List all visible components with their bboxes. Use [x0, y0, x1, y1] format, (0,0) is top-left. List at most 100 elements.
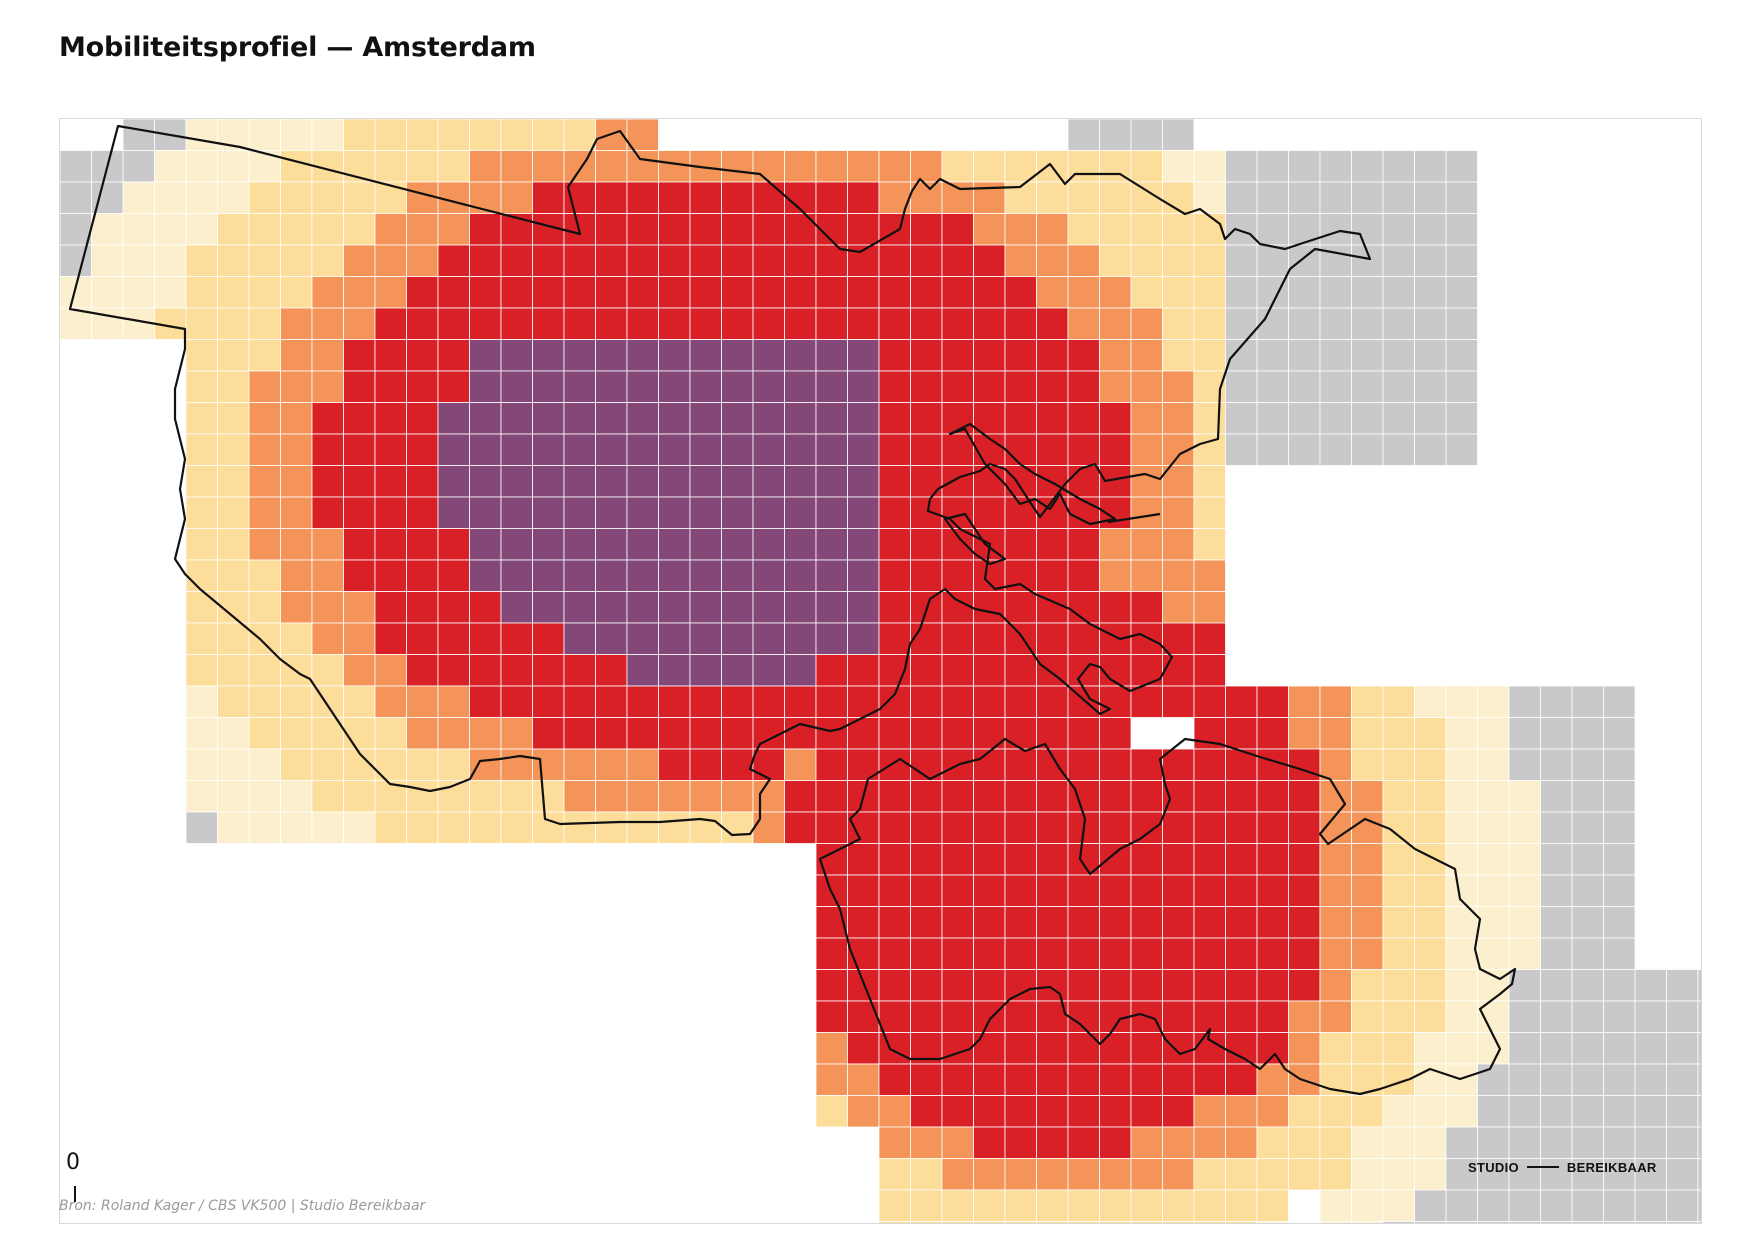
- grid-cell-red: [910, 213, 943, 246]
- grid-cell-orange: [1067, 244, 1100, 277]
- grid-cell-grey: [1414, 370, 1447, 403]
- grid-cell-red: [469, 244, 502, 277]
- grid-cell-grey: [1382, 339, 1415, 372]
- grid-cell-red: [910, 528, 943, 561]
- grid-cell-orange: [1256, 1095, 1289, 1128]
- map-frame[interactable]: [59, 118, 1702, 1224]
- grid-cell-purple: [595, 402, 628, 435]
- grid-cell-red: [878, 654, 911, 687]
- grid-cell-purple: [847, 370, 880, 403]
- grid-cell-very-light: [1351, 1189, 1384, 1222]
- grid-cell-very-light: [1445, 1032, 1478, 1065]
- grid-cell-light: [374, 780, 407, 813]
- grid-cell-very-light: [1414, 1032, 1447, 1065]
- grid-cell-red: [1130, 685, 1163, 718]
- grid-cell-purple: [815, 528, 848, 561]
- grid-cell-light: [1351, 1095, 1384, 1128]
- grid-cell-orange: [1036, 244, 1069, 277]
- grid-cell-very-light: [1508, 843, 1541, 876]
- grid-cell-orange: [1130, 496, 1163, 529]
- grid-cell-red: [752, 307, 785, 340]
- grid-cell-red: [374, 559, 407, 592]
- grid-cell-light: [248, 213, 281, 246]
- grid-cell-purple: [469, 339, 502, 372]
- grid-cell-red: [1130, 748, 1163, 781]
- grid-cell-red: [815, 717, 848, 750]
- grid-cell-red: [1036, 370, 1069, 403]
- grid-cell-purple: [815, 559, 848, 592]
- grid-cell-very-light: [248, 748, 281, 781]
- logo-right-text: BEREIKBAAR: [1566, 1159, 1657, 1175]
- grid-cell-purple: [815, 465, 848, 498]
- grid-cell-orange: [1351, 811, 1384, 844]
- grid-cell-purple: [752, 339, 785, 372]
- map-canvas[interactable]: [60, 119, 1702, 1224]
- grid-cell-orange: [1351, 874, 1384, 907]
- grid-cell-purple: [532, 433, 565, 466]
- grid-cell-orange: [437, 685, 470, 718]
- grid-cell-light: [910, 1221, 943, 1223]
- grid-cell-purple: [563, 559, 596, 592]
- grid-cell-red: [658, 244, 691, 277]
- grid-cell-light: [1319, 1032, 1352, 1065]
- grid-cell-red: [343, 433, 376, 466]
- grid-cell-red: [532, 276, 565, 309]
- grid-cell-orange: [500, 150, 533, 183]
- grid-cell-light: [1130, 1221, 1163, 1223]
- grid-cell-red: [1036, 811, 1069, 844]
- grid-cell-orange: [343, 591, 376, 624]
- grid-cell-purple: [595, 433, 628, 466]
- grid-cell-red: [1256, 969, 1289, 1002]
- grid-cell-light: [374, 150, 407, 183]
- grid-cell-orange: [784, 150, 817, 183]
- grid-cell-orange: [1162, 528, 1195, 561]
- grid-cell-orange: [815, 150, 848, 183]
- grid-cell-light: [1414, 1000, 1447, 1033]
- grid-cell-very-light: [185, 717, 218, 750]
- grid-cell-very-light: [217, 811, 250, 844]
- grid-cell-red: [406, 276, 439, 309]
- grid-cell-very-light: [343, 811, 376, 844]
- grid-cell-orange: [1193, 559, 1226, 592]
- grid-cell-grey: [1414, 1221, 1447, 1223]
- grid-cell-red: [910, 717, 943, 750]
- grid-cell-red: [878, 433, 911, 466]
- grid-cell-orange: [374, 654, 407, 687]
- grid-cell-orange: [563, 748, 596, 781]
- grid-cell-light: [185, 370, 218, 403]
- grid-cell-orange: [878, 1095, 911, 1128]
- grid-cell-very-light: [154, 276, 187, 309]
- grid-cell-red: [878, 276, 911, 309]
- grid-cell-light: [595, 811, 628, 844]
- grid-cell-red: [941, 843, 974, 876]
- grid-cell-light: [1004, 1189, 1037, 1222]
- grid-cell-purple: [721, 528, 754, 561]
- grid-cell-red: [878, 591, 911, 624]
- grid-cell-purple: [532, 559, 565, 592]
- grid-cell-orange: [626, 119, 659, 151]
- grid-cell-grey: [1697, 1000, 1701, 1033]
- grid-cell-red: [910, 244, 943, 277]
- grid-cell-red: [941, 937, 974, 970]
- grid-cell-very-light: [1445, 685, 1478, 718]
- grid-cell-grey: [1540, 717, 1573, 750]
- grid-cell-purple: [437, 402, 470, 435]
- grid-cell-light: [1414, 717, 1447, 750]
- grid-cell-light: [1382, 717, 1415, 750]
- grid-cell-grey: [1288, 181, 1321, 214]
- grid-cell-orange: [1004, 244, 1037, 277]
- grid-cell-grey: [1666, 1032, 1699, 1065]
- grid-cell-orange: [406, 717, 439, 750]
- grid-cell-red: [1004, 843, 1037, 876]
- grid-cell-red: [1099, 1095, 1132, 1128]
- grid-cell-grey: [1351, 276, 1384, 309]
- grid-cell-red: [1225, 1063, 1258, 1096]
- grid-cell-red: [1099, 780, 1132, 813]
- grid-cell-grey: [1508, 1063, 1541, 1096]
- grid-cell-orange: [1288, 1032, 1321, 1065]
- grid-cell-red: [1036, 559, 1069, 592]
- grid-cell-grey: [1540, 843, 1573, 876]
- grid-cell-light: [185, 622, 218, 655]
- grid-cell-red: [343, 339, 376, 372]
- grid-cell-red: [1193, 780, 1226, 813]
